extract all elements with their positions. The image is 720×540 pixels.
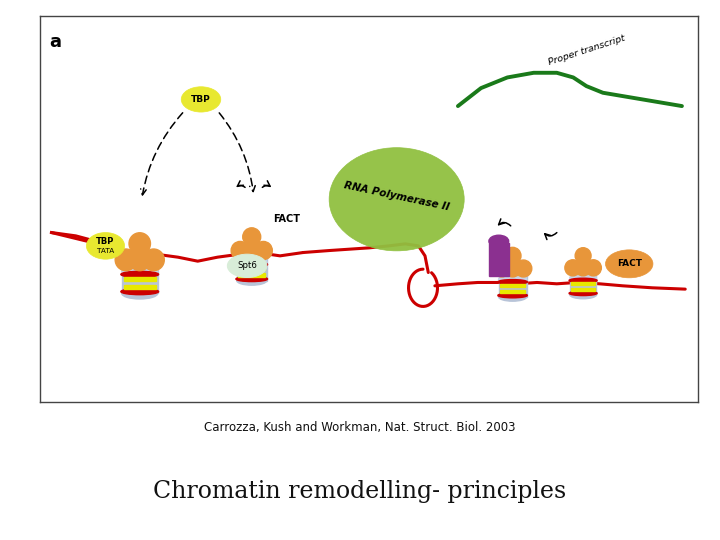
Ellipse shape bbox=[228, 254, 267, 278]
Text: Carrozza, Kush and Workman, Nat. Struct. Biol. 2003: Carrozza, Kush and Workman, Nat. Struct.… bbox=[204, 421, 516, 434]
Ellipse shape bbox=[498, 280, 527, 285]
Circle shape bbox=[231, 241, 249, 260]
Ellipse shape bbox=[489, 235, 508, 247]
Ellipse shape bbox=[498, 293, 526, 301]
Bar bbox=[124, 277, 156, 281]
Ellipse shape bbox=[570, 274, 596, 282]
Ellipse shape bbox=[570, 291, 596, 299]
Bar bbox=[122, 260, 158, 293]
Ellipse shape bbox=[121, 288, 158, 295]
Text: TATA: TATA bbox=[97, 248, 114, 254]
Ellipse shape bbox=[329, 147, 464, 251]
Ellipse shape bbox=[236, 262, 268, 267]
Ellipse shape bbox=[569, 278, 597, 283]
Ellipse shape bbox=[181, 87, 221, 112]
Ellipse shape bbox=[569, 291, 597, 295]
Circle shape bbox=[575, 248, 591, 264]
Circle shape bbox=[515, 260, 532, 277]
Circle shape bbox=[254, 241, 272, 260]
Circle shape bbox=[143, 249, 164, 271]
Bar bbox=[237, 252, 267, 280]
Bar bbox=[489, 242, 508, 276]
Ellipse shape bbox=[121, 271, 158, 278]
Text: TBP: TBP bbox=[191, 95, 211, 104]
Circle shape bbox=[115, 249, 137, 271]
Circle shape bbox=[243, 241, 261, 260]
Bar bbox=[124, 285, 156, 289]
Text: Spt6: Spt6 bbox=[237, 261, 257, 271]
Ellipse shape bbox=[86, 233, 125, 259]
Circle shape bbox=[585, 260, 601, 276]
Bar bbox=[571, 282, 595, 285]
Ellipse shape bbox=[498, 293, 527, 298]
Circle shape bbox=[575, 260, 591, 276]
Ellipse shape bbox=[122, 288, 158, 299]
Bar bbox=[498, 271, 526, 297]
Circle shape bbox=[493, 260, 510, 277]
Text: Proper transcript: Proper transcript bbox=[547, 34, 626, 68]
Bar bbox=[500, 284, 526, 287]
Circle shape bbox=[565, 260, 581, 276]
Text: Chromatin remodelling- principles: Chromatin remodelling- principles bbox=[153, 480, 567, 503]
Ellipse shape bbox=[236, 276, 268, 281]
Ellipse shape bbox=[498, 275, 526, 284]
Bar bbox=[570, 269, 596, 295]
Bar bbox=[571, 288, 595, 291]
Circle shape bbox=[504, 260, 521, 277]
Ellipse shape bbox=[606, 250, 653, 278]
Text: TBP: TBP bbox=[96, 237, 114, 246]
Text: RNA Polymerase II: RNA Polymerase II bbox=[343, 180, 450, 212]
Ellipse shape bbox=[237, 276, 267, 285]
Ellipse shape bbox=[237, 257, 267, 266]
Circle shape bbox=[504, 247, 521, 264]
Bar bbox=[238, 267, 265, 270]
Bar bbox=[500, 290, 526, 293]
Circle shape bbox=[129, 233, 150, 254]
Ellipse shape bbox=[122, 266, 158, 276]
Circle shape bbox=[243, 228, 261, 246]
Text: FACT: FACT bbox=[273, 214, 300, 224]
Circle shape bbox=[129, 249, 150, 271]
Bar bbox=[238, 273, 265, 276]
Text: FACT: FACT bbox=[617, 259, 642, 268]
Text: a: a bbox=[50, 33, 61, 51]
